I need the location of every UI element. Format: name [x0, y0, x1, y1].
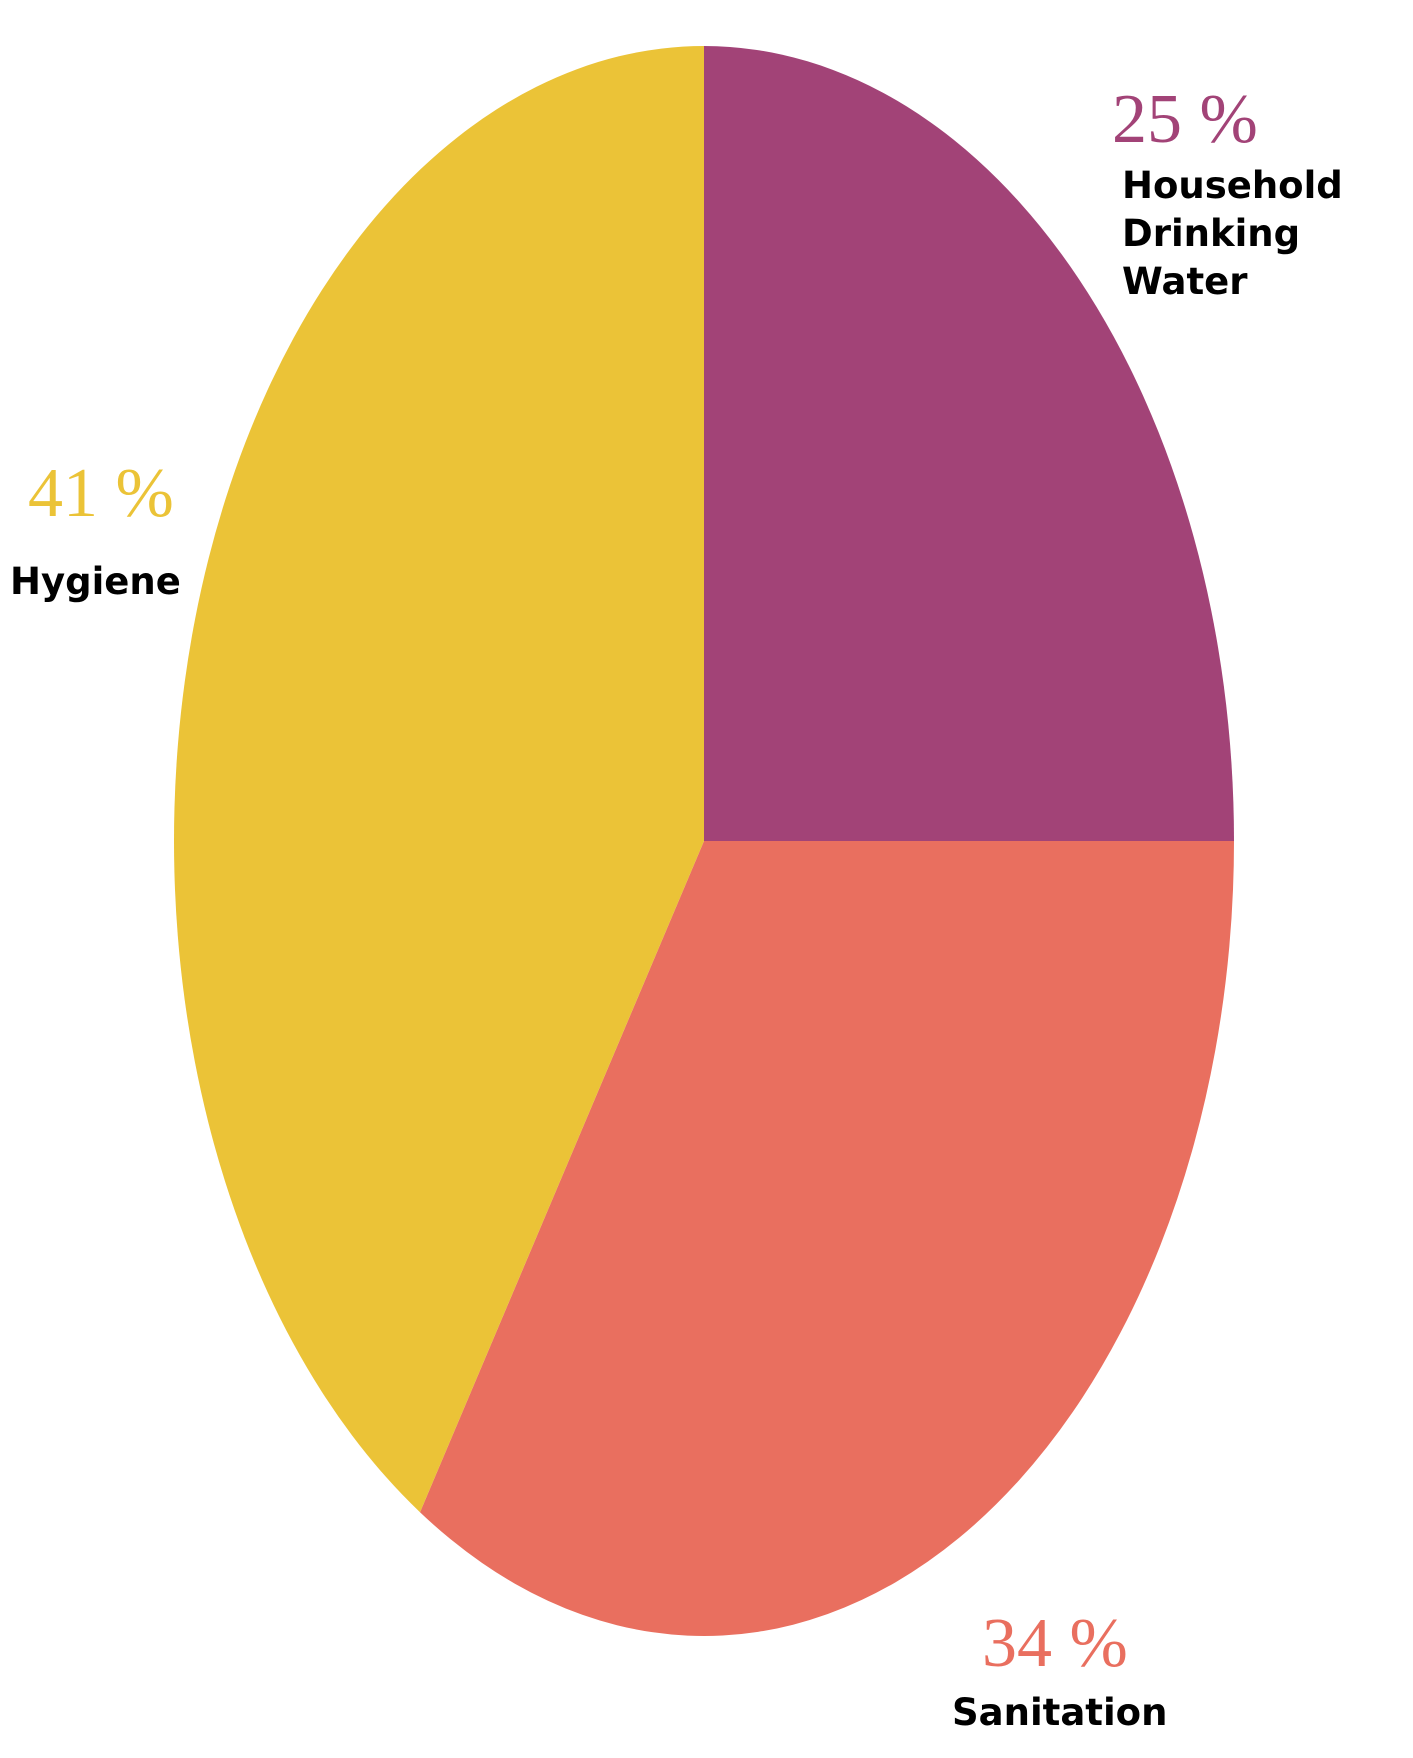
value-label-household-drinking-water: 25 % [1112, 81, 1258, 158]
category-label-line: Water [1122, 260, 1248, 303]
category-label-sanitation: Sanitation [952, 1691, 1167, 1734]
value-label-hygiene: 41 % [28, 455, 174, 532]
pie-slice-sanitation [420, 841, 1234, 1636]
category-label-hygiene: Hygiene [10, 560, 181, 603]
pie-slice-household-drinking-water [704, 46, 1234, 841]
pie-labels: 25 % Household Drinking Water 34 % Sanitation… [10, 81, 1343, 1734]
value-label-sanitation: 34 % [982, 1605, 1128, 1682]
pie-slices [174, 46, 1234, 1636]
category-label-line: Sanitation [952, 1691, 1167, 1734]
pie-slice-hygiene [174, 46, 704, 1513]
category-label-line: Drinking [1122, 212, 1300, 255]
category-label-household-drinking-water: Household Drinking Water [1122, 164, 1343, 303]
category-label-line: Hygiene [10, 560, 181, 603]
category-label-line: Household [1122, 164, 1343, 207]
